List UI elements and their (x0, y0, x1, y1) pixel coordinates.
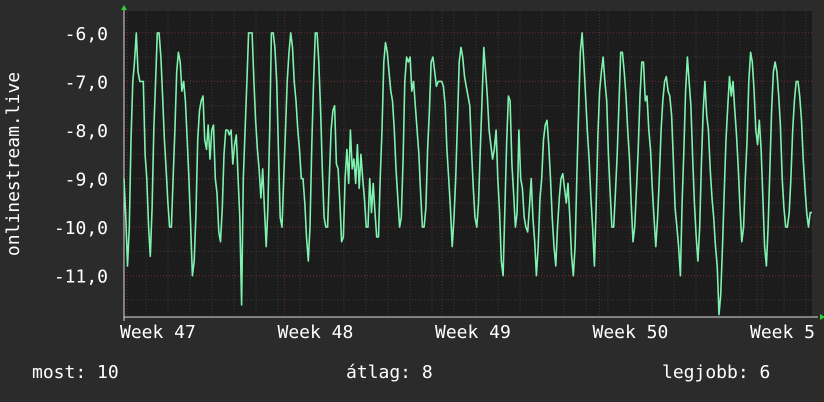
legend-best-value: 6 (759, 362, 771, 383)
legend-current: most: 10 (32, 362, 119, 383)
y-tick-label: -6,0 (65, 24, 108, 45)
axes (121, 5, 824, 321)
y-tick-label: -9,0 (65, 170, 108, 191)
legend-current-label: most: (32, 362, 87, 383)
x-tick-label: Week 5 (750, 322, 815, 343)
y-tick-label: -10,0 (54, 218, 108, 239)
y-axis-title: onlinestream.live (3, 72, 24, 256)
x-tick-label: Week 47 (120, 322, 196, 343)
plot-background (124, 11, 812, 317)
y-tick-label: -8,0 (65, 121, 108, 142)
legend-best: legjobb: 6 (662, 362, 770, 383)
x-tick-label: Week 48 (278, 322, 354, 343)
legend-average-label: átlag: (346, 362, 412, 383)
legend-best-label: legjobb: (662, 362, 749, 383)
legend-average: átlag: 8 (346, 362, 433, 383)
grid (123, 11, 812, 317)
legend-average-value: 8 (421, 362, 433, 383)
x-tick-labels: Week 47 Week 48 Week 49 Week 50 Week 5 (120, 322, 815, 343)
x-tick-label: Week 50 (593, 322, 669, 343)
x-tick-label: Week 49 (435, 322, 511, 343)
x-axis-arrow (820, 314, 824, 320)
y-tick-labels: -6,0 -7,0 -8,0 -9,0 -10,0 -11,0 (54, 24, 108, 288)
series-line (123, 32, 812, 316)
y-axis-arrow (121, 5, 127, 10)
legend-current-value: 10 (97, 362, 119, 383)
y-tick-label: -7,0 (65, 72, 108, 93)
y-tick-label: -11,0 (54, 267, 108, 288)
